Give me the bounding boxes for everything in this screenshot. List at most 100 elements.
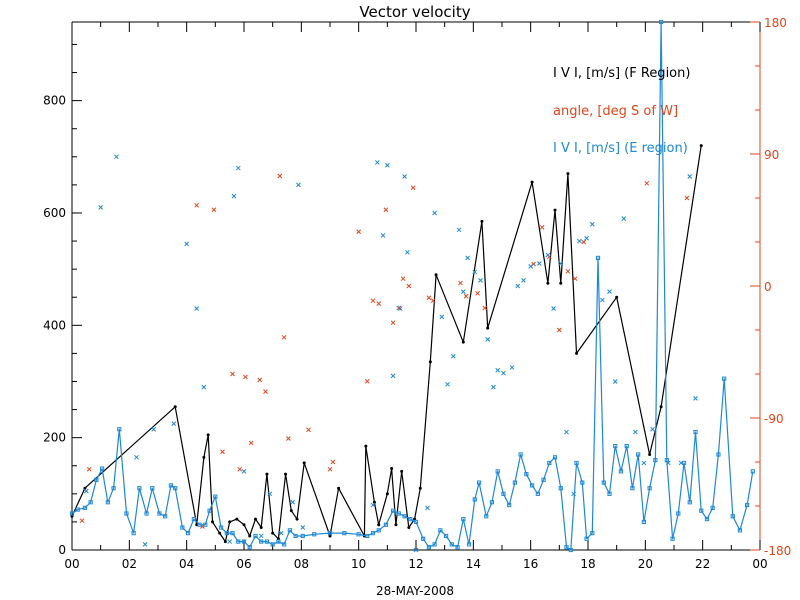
data-point bbox=[202, 455, 206, 459]
data-point bbox=[434, 273, 438, 277]
data-point bbox=[530, 483, 535, 488]
data-point bbox=[383, 522, 388, 527]
data-point bbox=[455, 545, 460, 550]
data-point bbox=[306, 427, 311, 433]
data-point bbox=[406, 283, 412, 289]
data-point bbox=[580, 480, 585, 485]
data-point bbox=[410, 185, 416, 191]
data-point bbox=[271, 531, 275, 535]
data-point bbox=[384, 162, 390, 168]
y2-tick-label: 90 bbox=[764, 148, 779, 162]
data-point bbox=[426, 295, 432, 301]
data-point bbox=[601, 480, 606, 485]
data-point bbox=[687, 174, 693, 179]
data-point bbox=[83, 486, 87, 490]
data-point bbox=[312, 532, 317, 537]
data-point bbox=[295, 517, 299, 521]
data-point bbox=[413, 547, 419, 553]
data-point bbox=[86, 466, 92, 472]
data-point bbox=[230, 371, 235, 377]
y2-tick-label: -90 bbox=[764, 412, 784, 426]
data-point bbox=[383, 207, 389, 213]
data-point bbox=[151, 426, 157, 432]
data-point bbox=[224, 531, 229, 536]
data-point bbox=[82, 505, 88, 510]
data-point bbox=[589, 221, 595, 227]
data-point bbox=[460, 289, 466, 294]
data-point bbox=[665, 460, 671, 466]
data-point bbox=[710, 505, 715, 510]
data-point bbox=[607, 491, 612, 496]
data-point bbox=[693, 395, 698, 401]
data-point bbox=[641, 519, 646, 525]
data-point bbox=[365, 533, 370, 539]
data-point bbox=[69, 511, 75, 516]
data-point bbox=[413, 519, 419, 525]
data-point bbox=[489, 500, 495, 505]
data-point bbox=[220, 449, 225, 455]
data-point bbox=[501, 370, 506, 376]
data-point bbox=[124, 511, 129, 516]
data-point bbox=[539, 224, 545, 230]
data-point bbox=[228, 520, 232, 524]
data-point bbox=[552, 455, 558, 460]
data-point bbox=[257, 377, 263, 383]
data-point bbox=[575, 351, 579, 355]
data-point bbox=[518, 452, 523, 457]
data-point bbox=[390, 508, 396, 513]
data-point bbox=[397, 306, 403, 311]
data-point bbox=[478, 278, 483, 283]
data-point bbox=[507, 502, 512, 508]
data-point bbox=[259, 526, 263, 530]
data-point bbox=[445, 381, 450, 387]
data-point bbox=[364, 444, 368, 448]
data-point bbox=[230, 531, 235, 536]
data-point bbox=[100, 466, 105, 471]
data-point bbox=[400, 469, 404, 473]
data-point bbox=[194, 306, 200, 311]
data-point bbox=[659, 19, 664, 25]
data-point bbox=[282, 542, 287, 547]
data-point bbox=[372, 500, 376, 504]
data-point bbox=[486, 326, 490, 330]
data-point bbox=[390, 467, 394, 471]
data-point bbox=[236, 539, 241, 544]
data-point bbox=[530, 180, 534, 184]
data-point bbox=[248, 534, 252, 538]
data-point bbox=[509, 365, 515, 370]
series-line bbox=[71, 145, 702, 543]
legend-f-region: I V I, [m/s] (F Region) bbox=[553, 66, 690, 81]
data-point bbox=[278, 530, 284, 536]
data-point bbox=[472, 497, 477, 502]
data-point bbox=[114, 154, 119, 160]
y-tick-label: 0 bbox=[58, 543, 66, 557]
data-point bbox=[296, 182, 301, 188]
data-point bbox=[258, 533, 264, 539]
data-point bbox=[463, 293, 469, 299]
data-point bbox=[650, 426, 655, 432]
data-point bbox=[684, 195, 690, 201]
data-point bbox=[284, 472, 288, 476]
data-point bbox=[581, 239, 587, 245]
data-point bbox=[476, 480, 482, 485]
data-point bbox=[465, 255, 470, 261]
data-point bbox=[528, 263, 534, 269]
x-tick-label: 00 bbox=[64, 557, 79, 571]
data-point bbox=[173, 405, 177, 409]
legend: I V I, [m/s] (F Region) angle, [deg S of… bbox=[553, 66, 690, 156]
data-point bbox=[253, 533, 258, 539]
data-point bbox=[203, 522, 208, 527]
data-point bbox=[380, 233, 386, 238]
data-point bbox=[111, 486, 116, 491]
data-point bbox=[450, 353, 456, 359]
data-point bbox=[210, 520, 214, 524]
series-3 bbox=[83, 154, 698, 553]
data-point bbox=[385, 492, 389, 496]
data-point bbox=[512, 480, 517, 485]
data-point bbox=[687, 500, 692, 505]
data-point bbox=[79, 518, 85, 524]
data-point bbox=[541, 477, 546, 482]
data-point bbox=[590, 531, 595, 536]
data-point bbox=[556, 327, 562, 333]
data-point bbox=[194, 202, 200, 208]
